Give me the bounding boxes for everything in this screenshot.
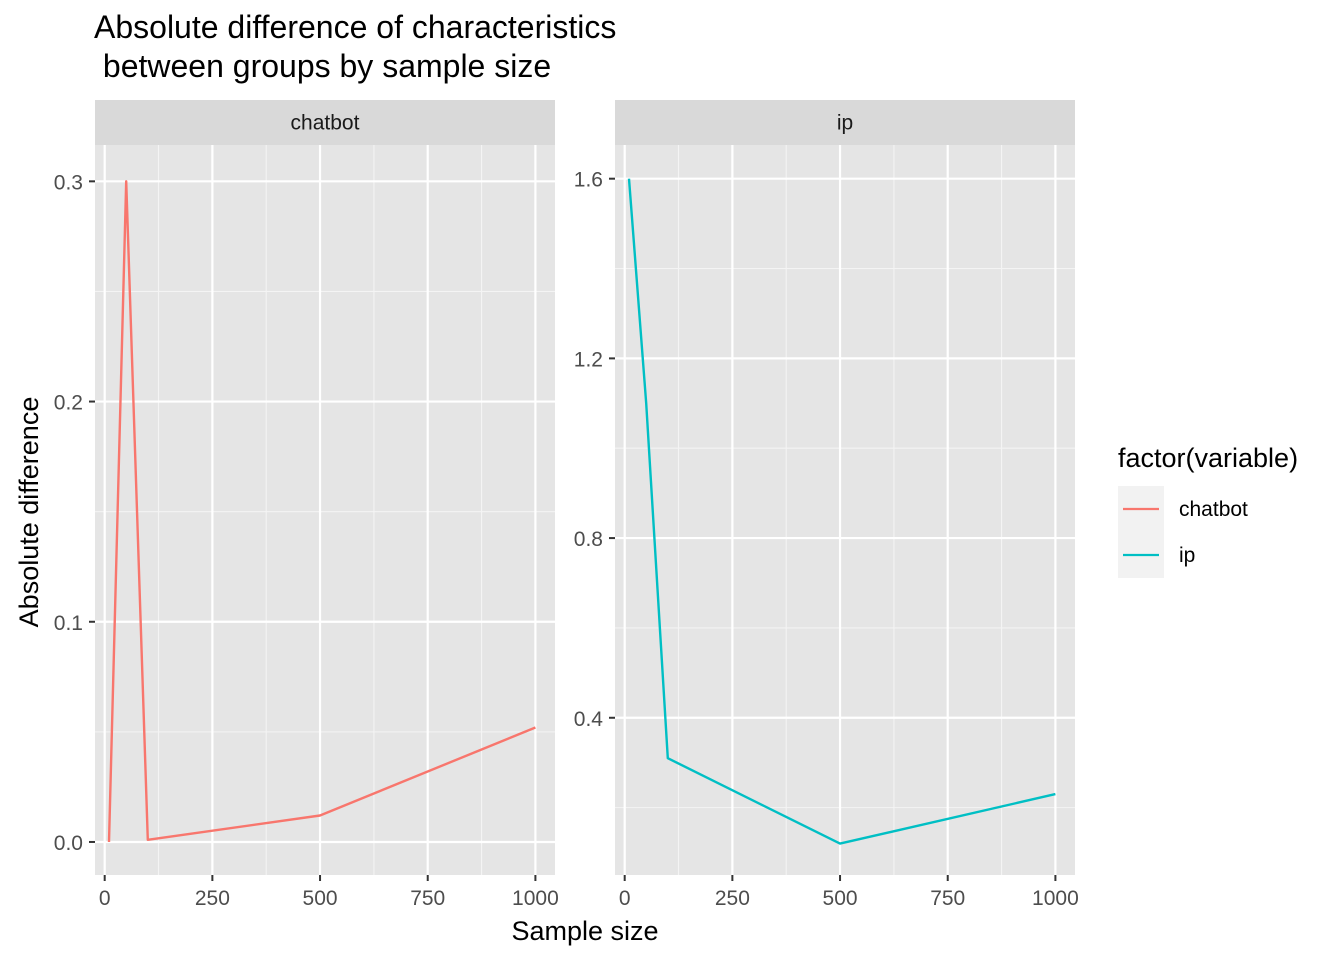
y-tick-label: 1.6 [574,169,603,192]
y-tick-label: 0.4 [574,708,604,731]
legend-label-ip: ip [1179,544,1195,567]
y-axis-title: Absolute difference [14,397,44,628]
facet-strip-label: ip [837,112,853,135]
x-tick-label: 1000 [512,887,559,910]
chart-title-line-2: between groups by sample size [94,48,551,84]
x-axis-title: Sample size [511,916,658,946]
panel-background [95,145,555,875]
x-tick-label: 750 [930,887,965,910]
legend: factor(variable) chatbot ip [1118,443,1298,578]
series-line-ip [627,178,1056,845]
x-tick-label: 250 [195,887,230,910]
y-tick-label: 0.2 [54,392,83,415]
x-tick-label: 0 [619,887,631,910]
y-tick-label: 0.8 [574,528,603,551]
facet-panels: chatbot 0 250 500 750 1000 0.0 0.1 0.2 0.3 ip 0 250 5… [54,100,1079,910]
x-tick-label: 500 [303,887,338,910]
y-tick-label: 0.3 [54,171,83,194]
legend-title: factor(variable) [1118,443,1298,473]
series-line-chatbot [107,180,536,843]
x-tick-label: 750 [410,887,445,910]
panel-background [615,145,1075,875]
chart-title-line-1: Absolute difference of characteristics [94,9,616,45]
facet-panel-chatbot: chatbot 0 250 500 750 1000 0.0 0.1 0.2 0.3 [54,100,559,910]
legend-label-chatbot: chatbot [1179,498,1248,521]
y-tick-label: 0.1 [54,612,83,635]
y-tick-label: 1.2 [574,348,603,371]
x-tick-label: 1000 [1032,887,1079,910]
x-tick-label: 0 [99,887,111,910]
facet-strip [95,100,555,145]
facet-strip-label: chatbot [291,112,360,135]
y-tick-label: 0.0 [54,832,83,855]
facet-strip [615,100,1075,145]
facet-panel-ip: ip 0 250 500 750 1000 0.4 0.8 1.2 1.6 [574,100,1079,910]
x-tick-label: 250 [715,887,750,910]
x-tick-label: 500 [823,887,858,910]
